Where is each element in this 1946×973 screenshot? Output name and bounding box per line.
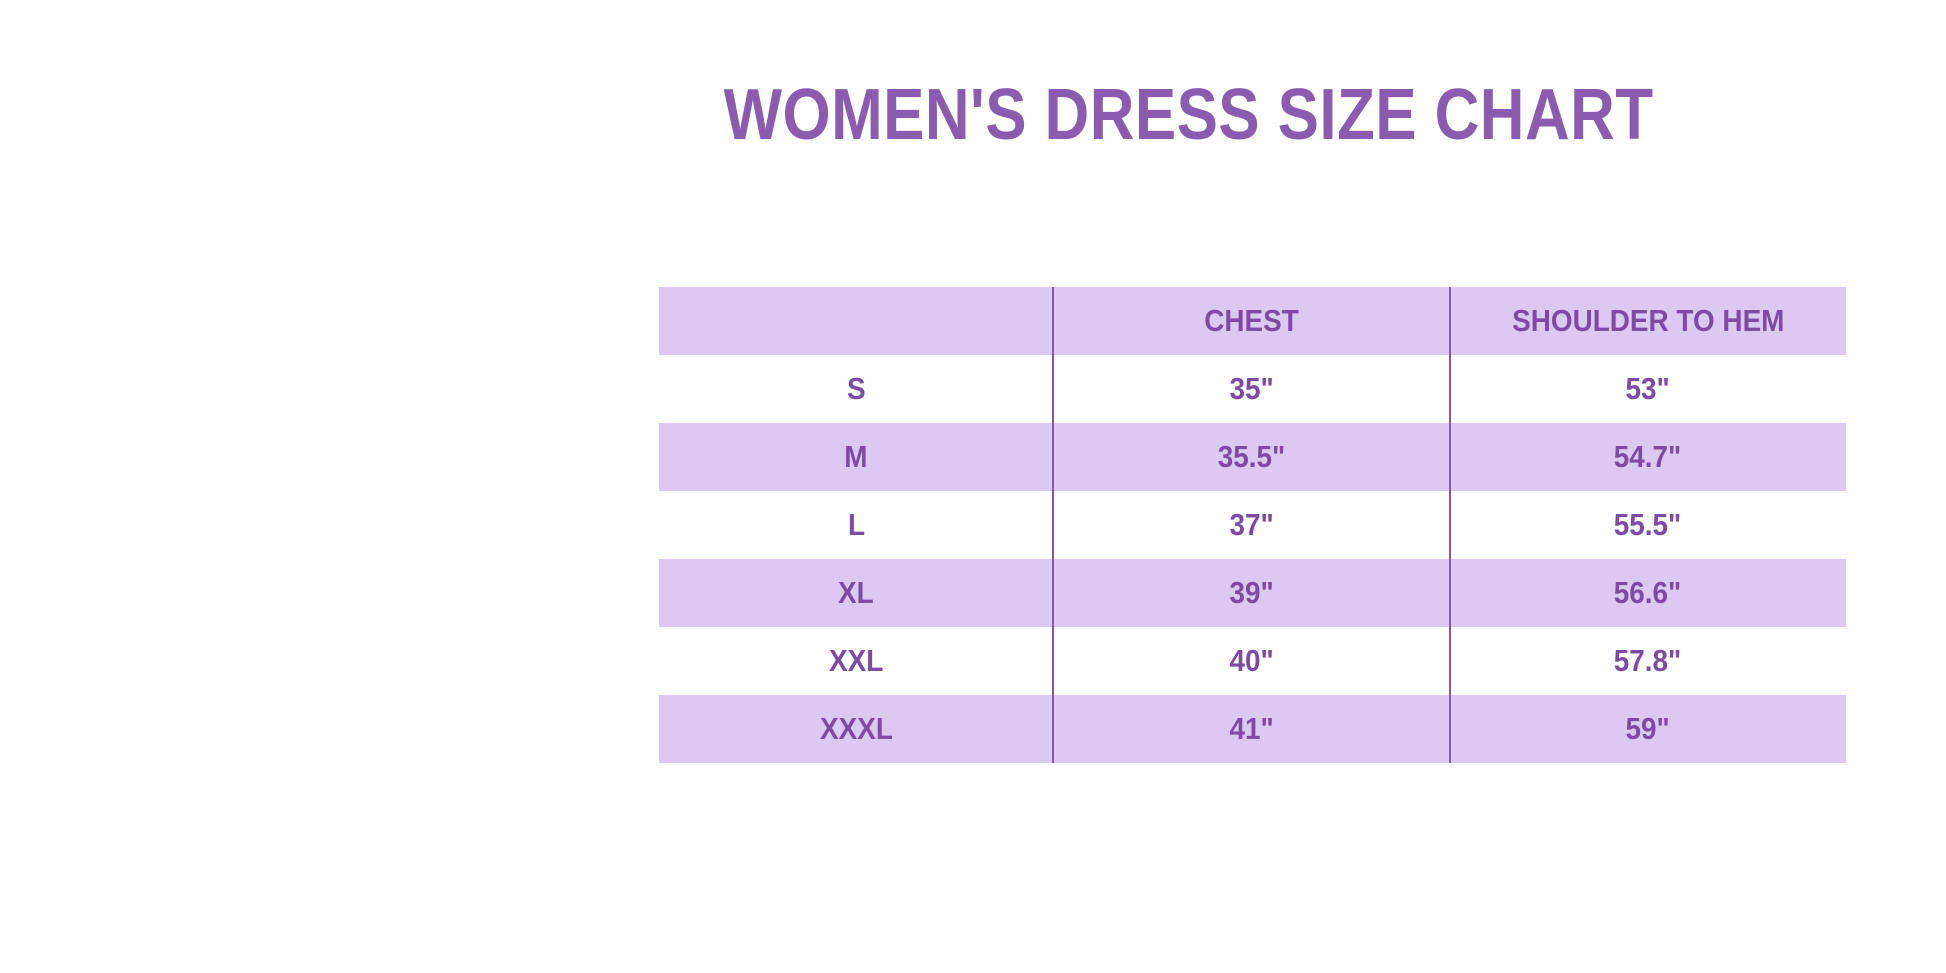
size-value: L — [847, 507, 865, 542]
hem-value: 59" — [1625, 711, 1671, 746]
size-cell: L — [659, 507, 1053, 543]
header-cell-chest: CHEST — [1053, 303, 1450, 339]
chest-value: 41" — [1229, 711, 1274, 746]
hem-value: 53" — [1625, 371, 1671, 406]
table-row-m: M 35.5" 54.7" — [659, 423, 1846, 491]
hem-cell: 55.5" — [1450, 507, 1846, 543]
page-title: WOMEN'S DRESS SIZE CHART — [589, 72, 1789, 158]
size-cell: XXXL — [659, 711, 1053, 747]
hem-cell: 54.7" — [1450, 439, 1846, 475]
table-header-row: CHEST SHOULDER TO HEM — [659, 287, 1846, 355]
size-value: XL — [838, 575, 874, 610]
chest-cell: 35" — [1053, 371, 1450, 407]
chest-value: 40" — [1229, 643, 1274, 678]
hem-cell: 59" — [1450, 711, 1846, 747]
page-title-text: WOMEN'S DRESS SIZE CHART — [724, 75, 1654, 155]
size-cell: M — [659, 439, 1053, 475]
size-value: M — [844, 439, 868, 474]
table-row-xxxl: XXXL 41" 59" — [659, 695, 1846, 763]
hem-cell: 57.8" — [1450, 643, 1846, 679]
size-cell: XXL — [659, 643, 1053, 679]
size-chart-table: CHEST SHOULDER TO HEM S 35" 53" M 35.5" … — [659, 287, 1846, 763]
column-divider-2 — [1449, 287, 1451, 763]
header-cell-shoulder-to-hem: SHOULDER TO HEM — [1450, 303, 1846, 339]
hem-value: 55.5" — [1614, 507, 1682, 542]
header-cell-size — [659, 303, 1053, 339]
chest-value: 39" — [1229, 575, 1274, 610]
chest-value: 35.5" — [1217, 439, 1286, 474]
size-cell: S — [659, 371, 1053, 407]
table-row-s: S 35" 53" — [659, 355, 1846, 423]
hem-value: 57.8" — [1614, 643, 1682, 678]
hem-value: 56.6" — [1614, 575, 1682, 610]
chest-value: 35" — [1229, 371, 1274, 406]
chest-cell: 39" — [1053, 575, 1450, 611]
size-cell: XL — [659, 575, 1053, 611]
table-row-l: L 37" 55.5" — [659, 491, 1846, 559]
hem-cell: 56.6" — [1450, 575, 1846, 611]
chest-value: 37" — [1229, 507, 1274, 542]
table-row-xl: XL 39" 56.6" — [659, 559, 1846, 627]
chest-cell: 35.5" — [1053, 439, 1450, 475]
size-value: S — [846, 371, 866, 406]
chest-cell: 37" — [1053, 507, 1450, 543]
column-divider-1 — [1052, 287, 1054, 763]
size-value: XXXL — [819, 711, 893, 746]
hem-cell: 53" — [1450, 371, 1846, 407]
hem-value: 54.7" — [1614, 439, 1682, 474]
header-chest-label: CHEST — [1204, 303, 1299, 338]
chest-cell: 41" — [1053, 711, 1450, 747]
table-row-xxl: XXL 40" 57.8" — [659, 627, 1846, 695]
size-value: XXL — [828, 643, 884, 678]
header-shoulder-to-hem-label: SHOULDER TO HEM — [1511, 303, 1785, 338]
chest-cell: 40" — [1053, 643, 1450, 679]
